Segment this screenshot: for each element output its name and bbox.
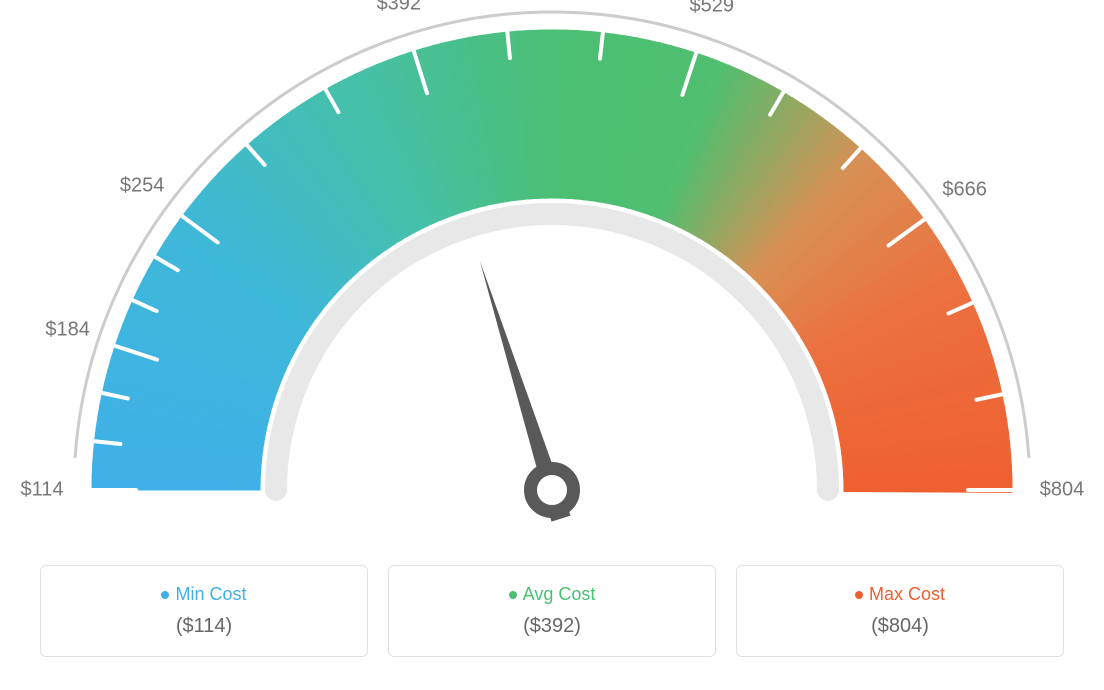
gauge-tick-label: $666 bbox=[942, 179, 987, 202]
gauge-tick-label: $529 bbox=[690, 0, 735, 17]
legend-min-label: Min Cost bbox=[175, 584, 246, 604]
gauge-tick-label: $254 bbox=[120, 175, 165, 198]
legend-row: Min Cost ($114) Avg Cost ($392) Max Cost… bbox=[0, 565, 1104, 657]
gauge-tick-label: $184 bbox=[45, 319, 90, 342]
legend-avg-label: Avg Cost bbox=[523, 584, 596, 604]
gauge-tick-label: $804 bbox=[1040, 479, 1085, 502]
legend-avg-title: Avg Cost bbox=[399, 584, 705, 605]
legend-card-avg: Avg Cost ($392) bbox=[388, 565, 716, 657]
gauge-chart: $114 $184 $254 $392 $529 $666 $804 bbox=[0, 0, 1104, 555]
gauge-tick-label: $392 bbox=[377, 0, 422, 15]
legend-max-title: Max Cost bbox=[747, 584, 1053, 605]
legend-max-label: Max Cost bbox=[869, 584, 945, 604]
legend-min-dot bbox=[161, 591, 169, 599]
legend-avg-value: ($392) bbox=[399, 615, 705, 638]
legend-avg-dot bbox=[509, 591, 517, 599]
legend-min-value: ($114) bbox=[51, 615, 357, 638]
legend-card-max: Max Cost ($804) bbox=[736, 565, 1064, 657]
legend-max-dot bbox=[855, 591, 863, 599]
legend-min-title: Min Cost bbox=[51, 584, 357, 605]
gauge-tick-label: $114 bbox=[20, 479, 63, 502]
gauge-svg bbox=[0, 0, 1104, 555]
legend-max-value: ($804) bbox=[747, 615, 1053, 638]
legend-card-min: Min Cost ($114) bbox=[40, 565, 368, 657]
